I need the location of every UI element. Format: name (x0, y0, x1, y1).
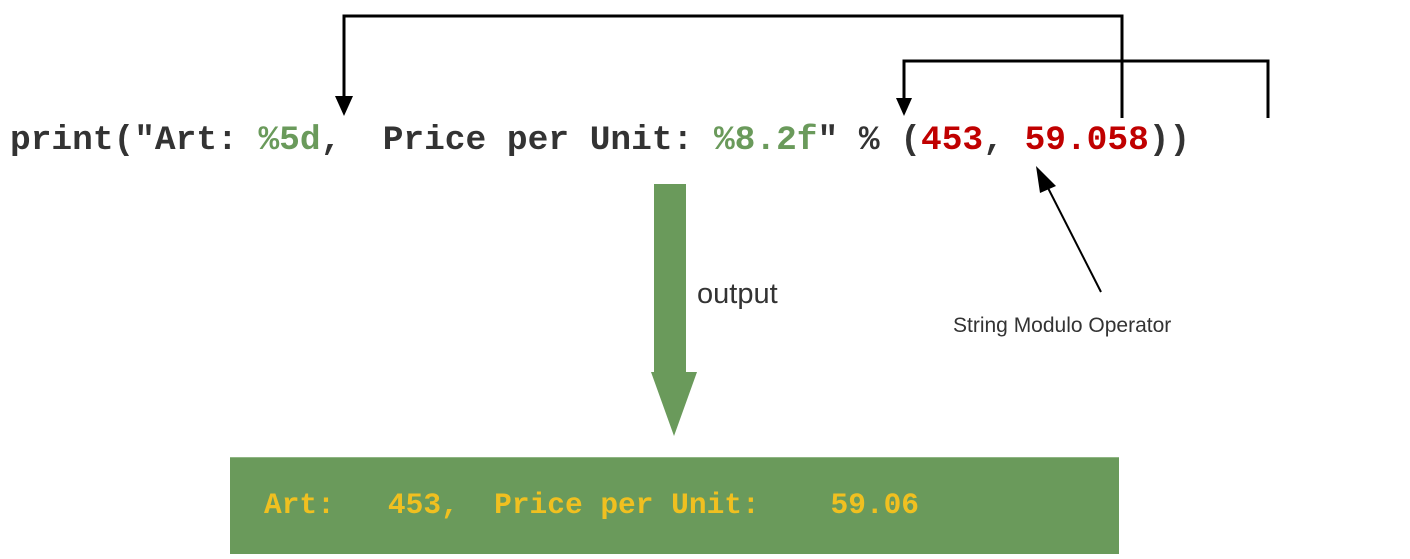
modulo-operator: " % ( (817, 121, 922, 160)
operator-pointer-arrowhead (1036, 166, 1056, 193)
argument-separator: , (983, 121, 1025, 160)
connector-453-to-5d (342, 14, 1124, 118)
output-box (230, 457, 1119, 554)
argument-value-integer: 453 (921, 121, 984, 160)
code-middle-text: , Price per Unit: (320, 121, 714, 160)
output-result-text: Art: 453, Price per Unit: 59.06 (264, 488, 920, 522)
print-statement: print("Art: %5d, Price per Unit: %8.2f" … (10, 118, 1190, 164)
connector-59058-to-8-2f (902, 59, 1270, 118)
format-spec-float: %8.2f (713, 121, 818, 160)
string-modulo-operator-label: String Modulo Operator (953, 314, 1172, 337)
output-arrow-shaft (654, 184, 686, 372)
arrowhead-to-8-2f (896, 98, 912, 116)
format-spec-integer: %5d (258, 121, 321, 160)
arrowhead-to-5d (335, 96, 353, 116)
output-arrow-head (651, 372, 697, 436)
output-arrow-label: output (697, 278, 778, 310)
code-suffix: )) (1148, 121, 1191, 160)
operator-pointer-line (1045, 183, 1102, 293)
code-prefix: print("Art: (10, 121, 259, 160)
argument-value-float: 59.058 (1024, 121, 1149, 160)
